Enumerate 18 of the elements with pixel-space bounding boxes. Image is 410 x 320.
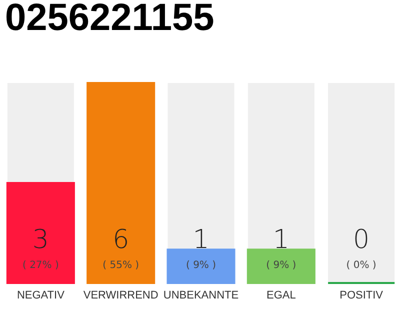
x-tick-label: NEGATIV — [16, 290, 66, 302]
data-label: 6 — [112, 225, 130, 255]
data-label: 3 — [32, 225, 49, 255]
bar — [166, 248, 236, 284]
annotation: ( 9% ) — [186, 260, 216, 271]
x-tick-label: POSITIV — [340, 290, 384, 302]
x-tick-label: EGAL — [266, 290, 296, 302]
data-label: 1 — [272, 225, 290, 255]
bar — [246, 248, 316, 284]
x-tick-label: VERWIRREND — [83, 290, 158, 302]
annotation: ( 27% ) — [22, 260, 59, 271]
annotation: ( 9% ) — [266, 260, 296, 271]
data-label: 0 — [353, 225, 370, 255]
data-label: 1 — [192, 225, 210, 255]
annotation: ( 55% ) — [102, 260, 140, 271]
annotation: ( 0% ) — [346, 260, 376, 271]
x-tick-label: UNBEKANNTE — [163, 290, 239, 302]
chart-title: 0256221155 — [5, 0, 214, 39]
